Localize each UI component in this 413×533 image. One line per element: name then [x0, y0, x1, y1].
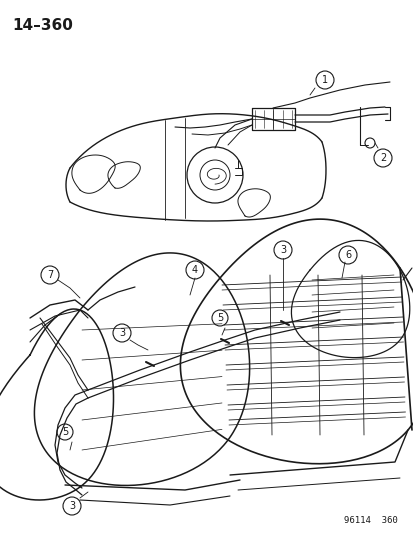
- Text: 96114  360: 96114 360: [344, 516, 397, 525]
- Text: 5: 5: [62, 427, 68, 437]
- Text: 4: 4: [192, 265, 197, 275]
- Text: 5: 5: [216, 313, 223, 323]
- Text: 14–360: 14–360: [12, 18, 73, 33]
- Text: 3: 3: [279, 245, 285, 255]
- Text: 7: 7: [47, 270, 53, 280]
- Text: 6: 6: [344, 250, 350, 260]
- Text: 1: 1: [321, 75, 327, 85]
- Text: 2: 2: [379, 153, 385, 163]
- Text: 3: 3: [119, 328, 125, 338]
- Text: 3: 3: [69, 501, 75, 511]
